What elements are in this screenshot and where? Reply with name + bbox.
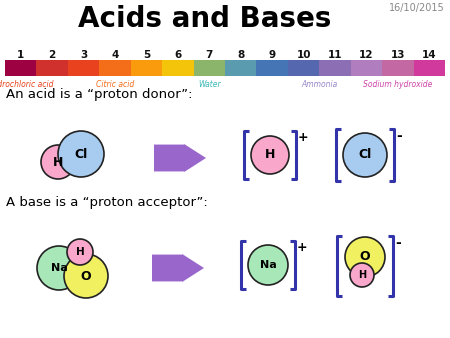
Circle shape (248, 245, 288, 285)
Text: Water: Water (198, 80, 220, 89)
Text: 13: 13 (391, 50, 405, 60)
Text: 4: 4 (111, 50, 119, 60)
Text: 16/10/2015: 16/10/2015 (389, 3, 445, 13)
Text: 9: 9 (269, 50, 276, 60)
Bar (320, 60, 351, 76)
Polygon shape (154, 144, 206, 172)
Text: H: H (265, 148, 275, 162)
Text: An acid is a “proton donor”:: An acid is a “proton donor”: (6, 88, 193, 101)
Bar (68, 60, 99, 76)
Bar (256, 60, 288, 76)
Text: H: H (76, 247, 85, 257)
Text: 14: 14 (422, 50, 436, 60)
Text: +: + (297, 241, 308, 254)
Circle shape (251, 136, 289, 174)
Bar (382, 60, 414, 76)
Text: 6: 6 (174, 50, 181, 60)
Text: 10: 10 (296, 50, 311, 60)
Text: 2: 2 (49, 50, 56, 60)
Text: Hydrochloric acid: Hydrochloric acid (0, 80, 54, 89)
Text: O: O (360, 250, 370, 264)
Bar (99, 60, 130, 76)
Bar (225, 60, 256, 76)
Circle shape (37, 246, 81, 290)
Bar (130, 60, 162, 76)
Circle shape (350, 263, 374, 287)
Text: -: - (395, 236, 401, 250)
Bar (162, 60, 194, 76)
Text: +: + (298, 131, 309, 144)
Text: 5: 5 (143, 50, 150, 60)
Circle shape (64, 254, 108, 298)
Text: 11: 11 (328, 50, 342, 60)
Bar (351, 60, 382, 76)
Text: A base is a “proton acceptor”:: A base is a “proton acceptor”: (6, 196, 208, 209)
Text: Sodium hydroxide: Sodium hydroxide (363, 80, 432, 89)
Bar (194, 60, 225, 76)
Text: Cl: Cl (74, 147, 88, 161)
Text: Acids and Bases: Acids and Bases (78, 5, 332, 33)
Text: 1: 1 (17, 50, 24, 60)
Text: H: H (53, 155, 63, 169)
Circle shape (58, 131, 104, 177)
Bar (414, 60, 445, 76)
Polygon shape (152, 254, 204, 282)
Text: 12: 12 (359, 50, 374, 60)
Text: 7: 7 (206, 50, 213, 60)
Text: H: H (358, 270, 366, 280)
Text: 3: 3 (80, 50, 87, 60)
Text: Cl: Cl (358, 148, 372, 162)
Text: Na: Na (260, 260, 276, 270)
Circle shape (41, 145, 75, 179)
Text: Citric acid: Citric acid (96, 80, 134, 89)
Text: Ammonia: Ammonia (301, 80, 338, 89)
Bar (5, 60, 36, 76)
Text: Na: Na (50, 263, 68, 273)
Text: O: O (81, 269, 91, 283)
Circle shape (343, 133, 387, 177)
Text: -: - (396, 129, 402, 143)
Circle shape (67, 239, 93, 265)
Circle shape (345, 237, 385, 277)
Text: 8: 8 (237, 50, 244, 60)
Bar (36, 60, 68, 76)
Bar (288, 60, 320, 76)
